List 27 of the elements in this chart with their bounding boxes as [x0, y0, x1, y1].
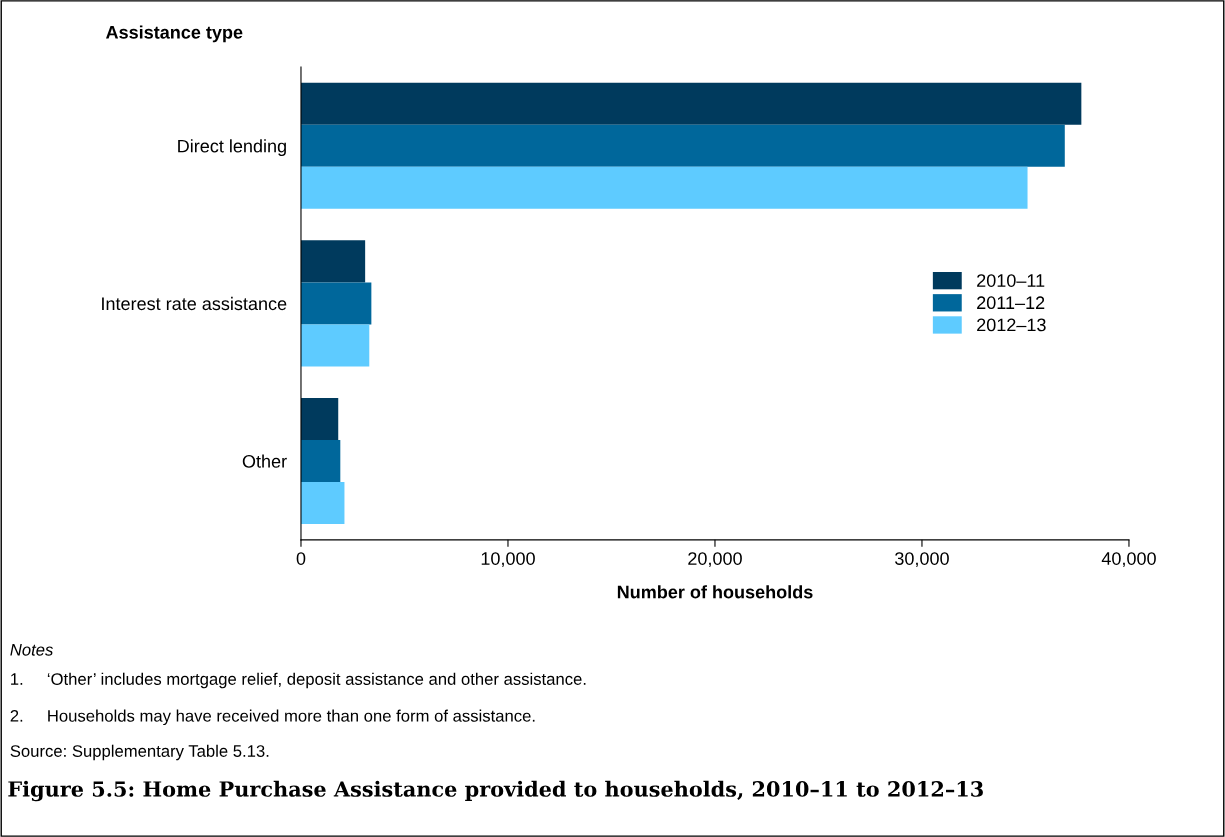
y-axis-title: Assistance type — [106, 25, 243, 43]
bar — [300, 282, 372, 325]
x-tick-label: 10,000 — [481, 552, 535, 568]
bar — [300, 397, 339, 441]
x-tick-label: 40,000 — [1101, 552, 1156, 568]
source-note: Source: Supplementary Table 5.13. — [10, 744, 269, 761]
bar — [300, 82, 1082, 125]
legend-label: 2011–12 — [977, 296, 1045, 310]
legend-label: 2012–13 — [977, 318, 1046, 332]
text: 2. Households may have received more than one form of assistance. — [10, 709, 535, 726]
bar — [300, 240, 366, 283]
y-tick-label: Interest rate assistance — [102, 296, 287, 311]
x-tick-label: 30,000 — [895, 552, 949, 568]
x-axis-title: Number of households — [617, 585, 813, 599]
bar — [300, 124, 1065, 167]
x-tick-label: 0 — [296, 552, 306, 565]
text: Notes — [10, 644, 53, 656]
bar — [300, 440, 341, 483]
legend-label: 2010–11 — [977, 274, 1045, 287]
y-tick-label: Other — [242, 454, 287, 468]
y-tick-label: Direct lending — [178, 139, 286, 157]
bar — [300, 482, 345, 525]
bar — [300, 166, 1028, 209]
text: 1. ‘Other’ includes mortgage relief, deposit assistance and other assistance. — [11, 672, 586, 689]
x-tick-label: 20,000 — [688, 552, 742, 568]
text: Figure 5.5: Home Purchase Assistance provided to households, 2010–11 to 2012–13 — [8, 780, 983, 802]
bar — [300, 324, 370, 367]
